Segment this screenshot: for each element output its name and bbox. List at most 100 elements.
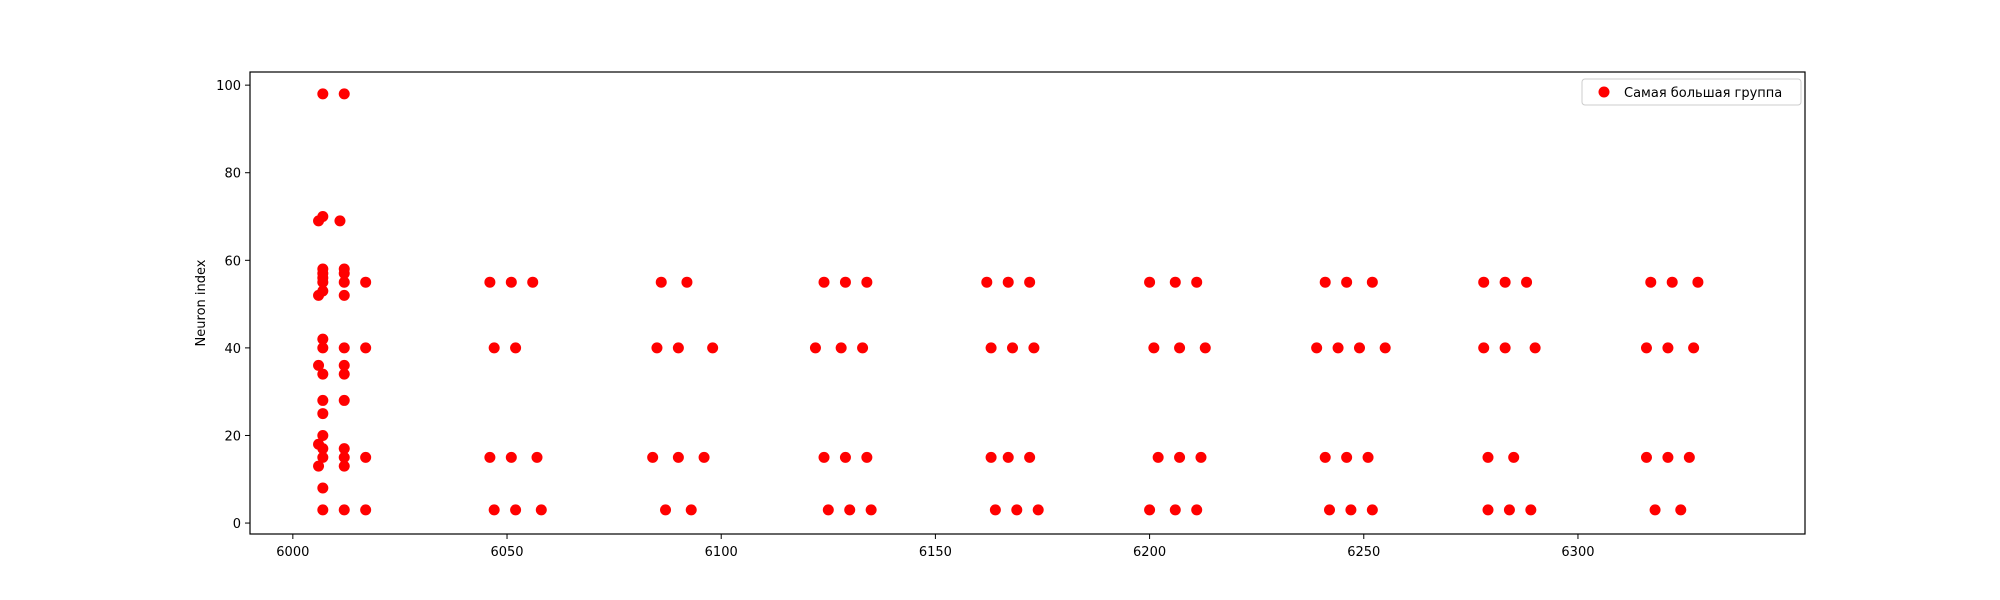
data-point bbox=[839, 451, 851, 463]
data-point bbox=[822, 504, 834, 516]
data-point bbox=[1002, 451, 1014, 463]
data-point bbox=[317, 504, 329, 516]
data-point bbox=[861, 276, 873, 288]
data-point bbox=[681, 276, 693, 288]
data-point bbox=[672, 342, 684, 354]
data-point bbox=[338, 359, 350, 371]
data-point bbox=[1529, 342, 1541, 354]
data-point bbox=[338, 289, 350, 301]
data-point bbox=[1174, 342, 1186, 354]
data-point bbox=[535, 504, 547, 516]
y-tick-label: 100 bbox=[216, 79, 241, 94]
data-point bbox=[1641, 451, 1653, 463]
data-point bbox=[510, 342, 522, 354]
x-tick-label: 6150 bbox=[919, 545, 952, 560]
data-points bbox=[313, 88, 1704, 516]
data-point bbox=[861, 451, 873, 463]
data-point bbox=[334, 215, 346, 227]
data-point bbox=[989, 504, 1001, 516]
y-tick-label: 80 bbox=[224, 167, 241, 182]
data-point bbox=[1366, 276, 1378, 288]
data-point bbox=[338, 88, 350, 100]
data-point bbox=[1683, 451, 1695, 463]
y-axis-title: Neuron index bbox=[194, 259, 209, 346]
data-point bbox=[1645, 276, 1657, 288]
data-point bbox=[484, 451, 496, 463]
data-point bbox=[338, 504, 350, 516]
data-point bbox=[672, 451, 684, 463]
data-point bbox=[317, 429, 329, 441]
data-point bbox=[1144, 276, 1156, 288]
data-point bbox=[531, 451, 543, 463]
data-point bbox=[338, 368, 350, 380]
data-point bbox=[835, 342, 847, 354]
data-point bbox=[338, 267, 350, 279]
data-point bbox=[1499, 276, 1511, 288]
data-point bbox=[1324, 504, 1336, 516]
x-tick-label: 6300 bbox=[1561, 545, 1594, 560]
data-point bbox=[1662, 451, 1674, 463]
data-point bbox=[1195, 451, 1207, 463]
data-point bbox=[1478, 342, 1490, 354]
data-point bbox=[857, 342, 869, 354]
data-point bbox=[1169, 276, 1181, 288]
data-point bbox=[360, 276, 372, 288]
data-point bbox=[317, 443, 329, 455]
data-point bbox=[1521, 276, 1533, 288]
data-point bbox=[313, 460, 325, 472]
data-point bbox=[313, 289, 325, 301]
data-point bbox=[1002, 276, 1014, 288]
data-point bbox=[360, 342, 372, 354]
data-point bbox=[685, 504, 697, 516]
x-tick-label: 6000 bbox=[276, 545, 309, 560]
data-point bbox=[651, 342, 663, 354]
data-point bbox=[1478, 276, 1490, 288]
data-point bbox=[1311, 342, 1323, 354]
data-point bbox=[317, 88, 329, 100]
data-point bbox=[317, 342, 329, 354]
x-tick-label: 6200 bbox=[1133, 545, 1166, 560]
data-point bbox=[338, 394, 350, 406]
data-point bbox=[981, 276, 993, 288]
data-point bbox=[1666, 276, 1678, 288]
data-point bbox=[505, 451, 517, 463]
data-point bbox=[360, 451, 372, 463]
x-tick-label: 6250 bbox=[1347, 545, 1380, 560]
x-axis: 6000 6050 6100 6150 6200 6250 6300 bbox=[276, 534, 1595, 560]
data-point bbox=[985, 342, 997, 354]
data-point bbox=[865, 504, 877, 516]
data-point bbox=[655, 276, 667, 288]
data-point bbox=[1319, 276, 1331, 288]
y-tick-label: 0 bbox=[233, 517, 241, 532]
data-point bbox=[317, 394, 329, 406]
y-axis: 0 20 40 60 80 100 bbox=[216, 79, 250, 532]
data-point bbox=[338, 460, 350, 472]
data-point bbox=[1174, 451, 1186, 463]
data-point bbox=[338, 342, 350, 354]
data-point bbox=[317, 482, 329, 494]
data-point bbox=[1032, 504, 1044, 516]
data-point bbox=[1144, 504, 1156, 516]
data-point bbox=[707, 342, 719, 354]
data-point bbox=[1332, 342, 1344, 354]
data-point bbox=[1641, 342, 1653, 354]
data-point bbox=[1692, 276, 1704, 288]
data-point bbox=[660, 504, 672, 516]
x-tick-label: 6050 bbox=[490, 545, 523, 560]
legend-label: Самая большая группа bbox=[1624, 86, 1782, 101]
data-point bbox=[1028, 342, 1040, 354]
plot-area-frame bbox=[249, 71, 1806, 535]
data-point bbox=[698, 451, 710, 463]
data-point bbox=[338, 451, 350, 463]
legend-frame bbox=[1581, 78, 1802, 106]
data-point bbox=[1675, 504, 1687, 516]
data-point bbox=[317, 368, 329, 380]
data-point bbox=[1662, 342, 1674, 354]
data-point bbox=[1525, 504, 1537, 516]
data-point bbox=[839, 276, 851, 288]
data-point bbox=[1148, 342, 1160, 354]
data-point bbox=[1649, 504, 1661, 516]
data-point bbox=[317, 276, 329, 288]
data-point bbox=[317, 451, 329, 463]
